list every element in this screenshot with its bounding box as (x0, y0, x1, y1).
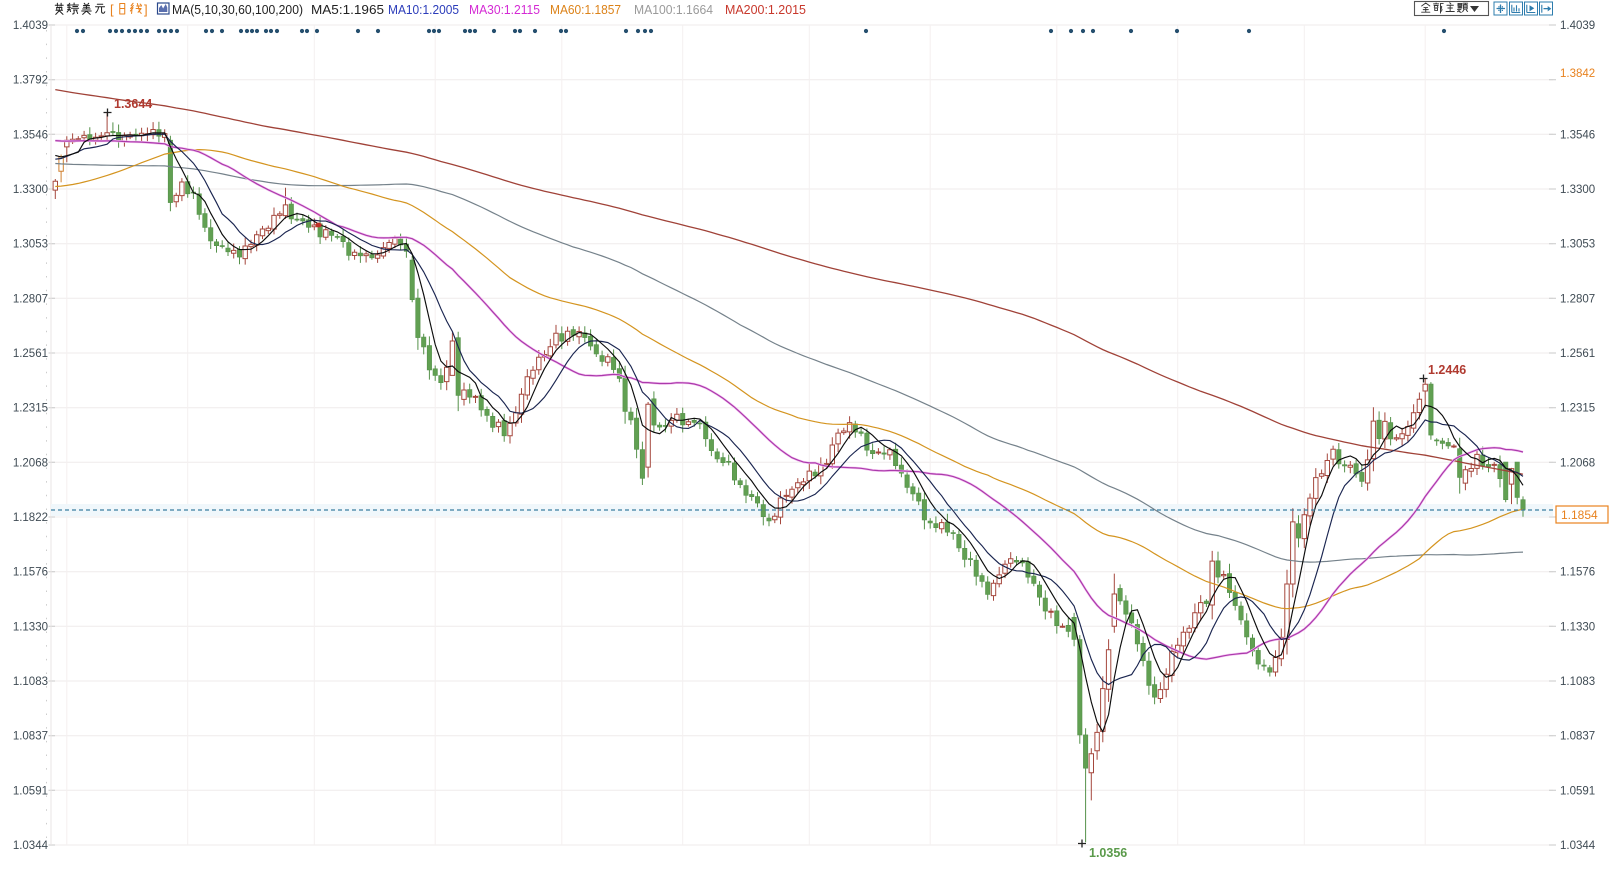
svg-text:1.3053: 1.3053 (1560, 239, 1595, 251)
svg-text:1.1083: 1.1083 (1560, 676, 1595, 688)
svg-text:MA60:1.1857: MA60:1.1857 (550, 2, 621, 17)
svg-text:[: [ (110, 2, 114, 17)
svg-text:1.3300: 1.3300 (13, 184, 48, 196)
svg-text:MA(5,10,30,60,100,200): MA(5,10,30,60,100,200) (172, 2, 303, 17)
svg-text:1.2315: 1.2315 (1560, 403, 1595, 415)
svg-text:1.2315: 1.2315 (13, 403, 48, 415)
svg-text:1.0837: 1.0837 (13, 731, 48, 743)
svg-text:1.3792: 1.3792 (13, 75, 48, 87)
svg-text:1.2068: 1.2068 (1560, 457, 1595, 469)
svg-text:1.0344: 1.0344 (1560, 840, 1596, 852)
svg-text:1.4039: 1.4039 (1560, 20, 1595, 32)
svg-text:1.0356: 1.0356 (1089, 846, 1127, 860)
svg-text:1.2807: 1.2807 (1560, 293, 1595, 305)
svg-text:1.0591: 1.0591 (13, 785, 48, 797)
svg-text:1.3546: 1.3546 (1560, 129, 1595, 141)
svg-text:1.2807: 1.2807 (13, 293, 48, 305)
svg-text:1.2068: 1.2068 (13, 457, 48, 469)
svg-text:1.1854: 1.1854 (1561, 508, 1598, 522)
svg-text:1.3842: 1.3842 (1560, 68, 1595, 80)
svg-text:1.2561: 1.2561 (13, 348, 48, 360)
svg-text:MA200:1.2015: MA200:1.2015 (725, 2, 806, 17)
svg-text:1.1576: 1.1576 (1560, 567, 1595, 579)
svg-text:1.3053: 1.3053 (13, 239, 48, 251)
svg-text:1.1576: 1.1576 (13, 567, 48, 579)
svg-text:1.3546: 1.3546 (13, 129, 48, 141)
svg-text:1.1083: 1.1083 (13, 676, 48, 688)
svg-text:MA5:1.1965: MA5:1.1965 (311, 2, 384, 17)
svg-text:MA10:1.2005: MA10:1.2005 (388, 2, 459, 17)
svg-text:1.0837: 1.0837 (1560, 731, 1595, 743)
svg-text:1.0591: 1.0591 (1560, 785, 1595, 797)
svg-text:MA30:1.2115: MA30:1.2115 (469, 2, 540, 17)
svg-text:1.1822: 1.1822 (13, 512, 48, 524)
svg-text:1.1330: 1.1330 (1560, 621, 1595, 633)
svg-text:1.2446: 1.2446 (1428, 363, 1466, 377)
svg-text:1.3300: 1.3300 (1560, 184, 1595, 196)
svg-text:MA100:1.1664: MA100:1.1664 (634, 2, 713, 17)
svg-text:1.1330: 1.1330 (13, 621, 48, 633)
svg-text:1.2561: 1.2561 (1560, 348, 1595, 360)
svg-text:1.0344: 1.0344 (13, 840, 49, 852)
svg-text:]: ] (144, 2, 148, 17)
svg-text:1.3644: 1.3644 (114, 97, 152, 111)
svg-text:1.4039: 1.4039 (13, 20, 48, 32)
